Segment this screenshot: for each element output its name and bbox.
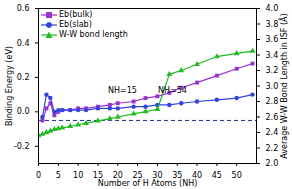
html-text:Eb(slab): Eb(slab) xyxy=(59,20,92,29)
svg-text:25: 25 xyxy=(132,171,143,181)
svg-text:50: 50 xyxy=(232,171,242,180)
svg-text:15: 15 xyxy=(92,171,103,181)
svg-text:Binding Energy (eV): Binding Energy (eV) xyxy=(5,46,14,126)
svg-text:0: 0 xyxy=(36,171,41,180)
svg-text:2.4: 2.4 xyxy=(266,128,279,137)
svg-text:35: 35 xyxy=(172,171,183,181)
svg-text:3.8: 3.8 xyxy=(266,20,279,29)
svg-text:0.0: 0.0 xyxy=(17,107,30,116)
svg-text:2.8: 2.8 xyxy=(266,97,279,106)
svg-text:3.6: 3.6 xyxy=(266,35,279,44)
svg-text:Average W-W Bond Length in ISF: Average W-W Bond Length in ISF (Å) xyxy=(278,13,289,158)
svg-text:10: 10 xyxy=(73,171,83,180)
html-text:NH=15: NH=15 xyxy=(108,86,137,95)
svg-text:0.6: 0.6 xyxy=(17,4,30,13)
svg-text:20: 20 xyxy=(112,171,123,181)
html-text:NH=54: NH=54 xyxy=(158,86,187,95)
svg-text:4.0: 4.0 xyxy=(266,4,279,13)
svg-text:30: 30 xyxy=(152,171,163,181)
svg-text:3.4: 3.4 xyxy=(266,51,279,60)
svg-text:45: 45 xyxy=(212,171,222,180)
svg-text:0.2: 0.2 xyxy=(17,73,30,82)
svg-text:3.0: 3.0 xyxy=(266,82,279,91)
svg-text:-0.2: -0.2 xyxy=(14,142,30,151)
html-text:W-W bond length: W-W bond length xyxy=(59,30,128,39)
html-text:Eb(bulk): Eb(bulk) xyxy=(59,10,93,19)
svg-text:40: 40 xyxy=(192,171,203,181)
svg-text:2.6: 2.6 xyxy=(266,113,279,122)
svg-text:2.2: 2.2 xyxy=(266,144,279,153)
svg-text:2.0: 2.0 xyxy=(266,159,279,168)
svg-text:0.4: 0.4 xyxy=(17,39,30,48)
svg-text:3.2: 3.2 xyxy=(266,66,279,75)
svg-text:Number of H Atoms (NH): Number of H Atoms (NH) xyxy=(98,179,198,188)
svg-text:5: 5 xyxy=(56,171,61,180)
